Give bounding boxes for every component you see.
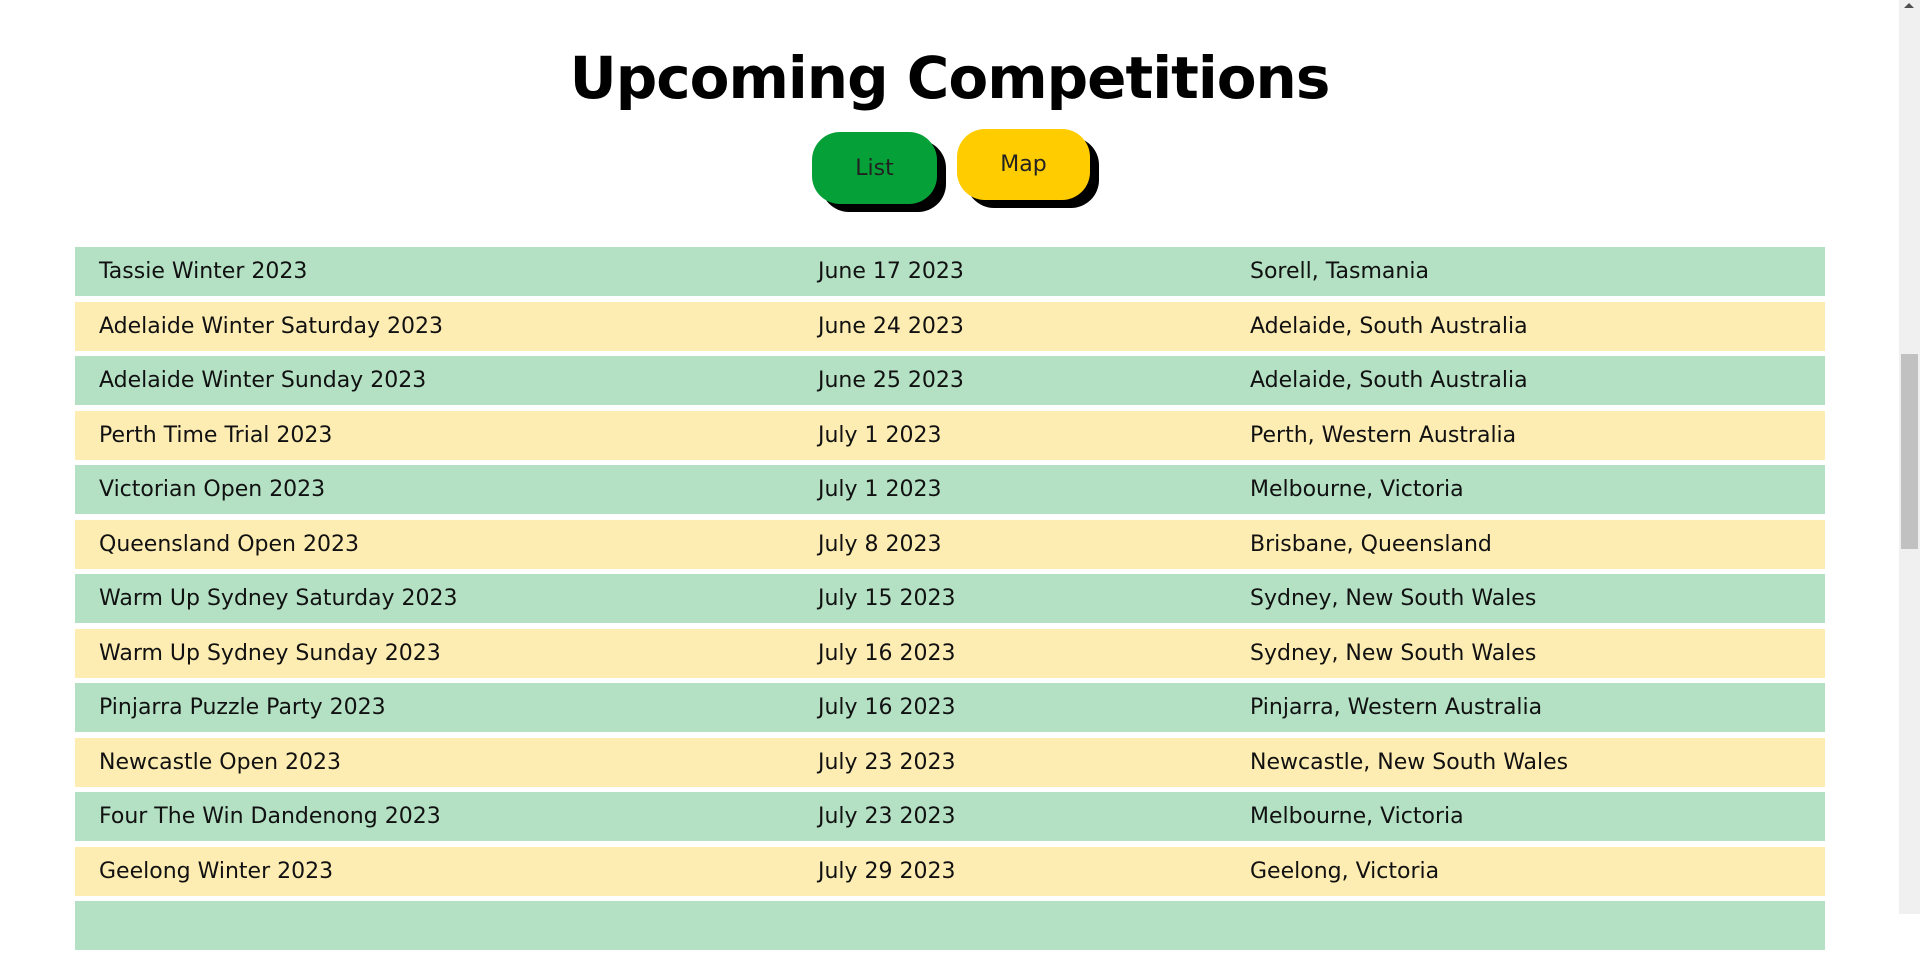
competition-name: Perth Time Trial 2023	[99, 422, 333, 448]
competition-date: July 1 2023	[818, 477, 942, 502]
competition-name: Four The Win Dandenong 2023	[99, 804, 441, 829]
competition-name: Warm Up Sydney Saturday 2023	[99, 586, 458, 611]
competition-name: Adelaide Winter Sunday 2023	[99, 368, 427, 393]
competition-date: June 24 2023	[818, 313, 964, 339]
competition-date: July 16 2023	[818, 640, 956, 666]
competition-row[interactable]: Queensland Open 2023 July 8 2023 Brisbane,…	[75, 519, 1825, 569]
competition-location: Perth, Western Australia	[1250, 422, 1517, 448]
competition-name: Newcastle Open 2023	[99, 749, 342, 775]
competition-row[interactable]: Newcastle Open 2023 July 23 2023 Newcastle…	[75, 737, 1825, 787]
competition-row[interactable]: Perth Time Trial 2023 July 1 2023 Perth, W…	[75, 410, 1825, 460]
page-title: Upcoming Competitions	[569, 44, 1331, 112]
competition-row[interactable]: Four The Win Dandenong 2023 July 23 2023 M…	[75, 792, 1825, 841]
competition-date: July 29 2023	[818, 858, 956, 884]
competition-location: Melbourne, Victoria	[1250, 804, 1464, 829]
competition-row[interactable]: Adelaide Winter Saturday 2023 June 24 202…	[75, 301, 1825, 351]
competition-name: Geelong Winter 2023	[99, 858, 334, 884]
competition-name: Pinjarra Puzzle Party 2023	[99, 695, 386, 720]
competition-name: Victorian Open 2023	[99, 477, 326, 502]
competition-location: Geelong, Victoria	[1250, 858, 1440, 884]
competition-row[interactable]: Adelaide Winter Sunday 2023 June 25 2023 A…	[75, 356, 1825, 405]
competition-location: Melbourne, Victoria	[1250, 477, 1464, 502]
competition-location: Newcastle, New South Wales	[1250, 749, 1569, 775]
competition-row[interactable]	[75, 901, 1825, 950]
competition-name: Adelaide Winter Saturday 2023	[99, 313, 444, 339]
competition-name: Tassie Winter 2023	[99, 259, 308, 284]
competition-date: July 23 2023	[818, 804, 956, 829]
competition-date: June 25 2023	[818, 368, 964, 393]
competition-row[interactable]: Warm Up Sydney Sunday 2023 July 16 2023 Sy…	[75, 628, 1825, 678]
scrollbar-thumb[interactable]	[1901, 354, 1918, 549]
competition-row[interactable]: Warm Up Sydney Saturday 2023 July 15 2023…	[75, 574, 1825, 623]
scrollbar[interactable]	[1899, 0, 1920, 914]
competition-date: July 16 2023	[818, 695, 956, 720]
competition-location: Brisbane, Queensland	[1250, 531, 1492, 557]
competition-location: Pinjarra, Western Australia	[1250, 695, 1543, 720]
competition-location: Sydney, New South Wales	[1250, 640, 1537, 666]
competition-date: July 15 2023	[818, 586, 956, 611]
competition-date: June 17 2023	[818, 259, 964, 284]
competition-row[interactable]: Geelong Winter 2023 July 29 2023 Geelong, …	[75, 846, 1825, 896]
competition-location: Adelaide, South Australia	[1250, 368, 1528, 393]
competition-date: July 8 2023	[818, 531, 942, 557]
competitions-list: Tassie Winter 2023 June 17 2023 Sorell, Ta…	[75, 247, 1825, 956]
competition-location: Sydney, New South Wales	[1250, 586, 1537, 611]
scroll-up-arrow-icon[interactable]	[1904, 3, 1914, 8]
competition-row[interactable]: Tassie Winter 2023 June 17 2023 Sorell, Ta…	[75, 247, 1825, 296]
competition-date: July 1 2023	[818, 422, 942, 448]
list-view-button[interactable]: List	[812, 132, 937, 204]
map-view-button[interactable]: Map	[957, 129, 1090, 200]
competition-row[interactable]: Pinjarra Puzzle Party 2023 July 16 2023 Pi…	[75, 683, 1825, 732]
competition-row[interactable]: Victorian Open 2023 July 1 2023 Melbourne,…	[75, 465, 1825, 514]
competition-name: Queensland Open 2023	[99, 531, 359, 557]
competition-date: July 23 2023	[818, 749, 956, 775]
competition-location: Adelaide, South Australia	[1250, 313, 1528, 339]
competition-name: Warm Up Sydney Sunday 2023	[99, 640, 441, 666]
competition-location: Sorell, Tasmania	[1250, 259, 1429, 284]
